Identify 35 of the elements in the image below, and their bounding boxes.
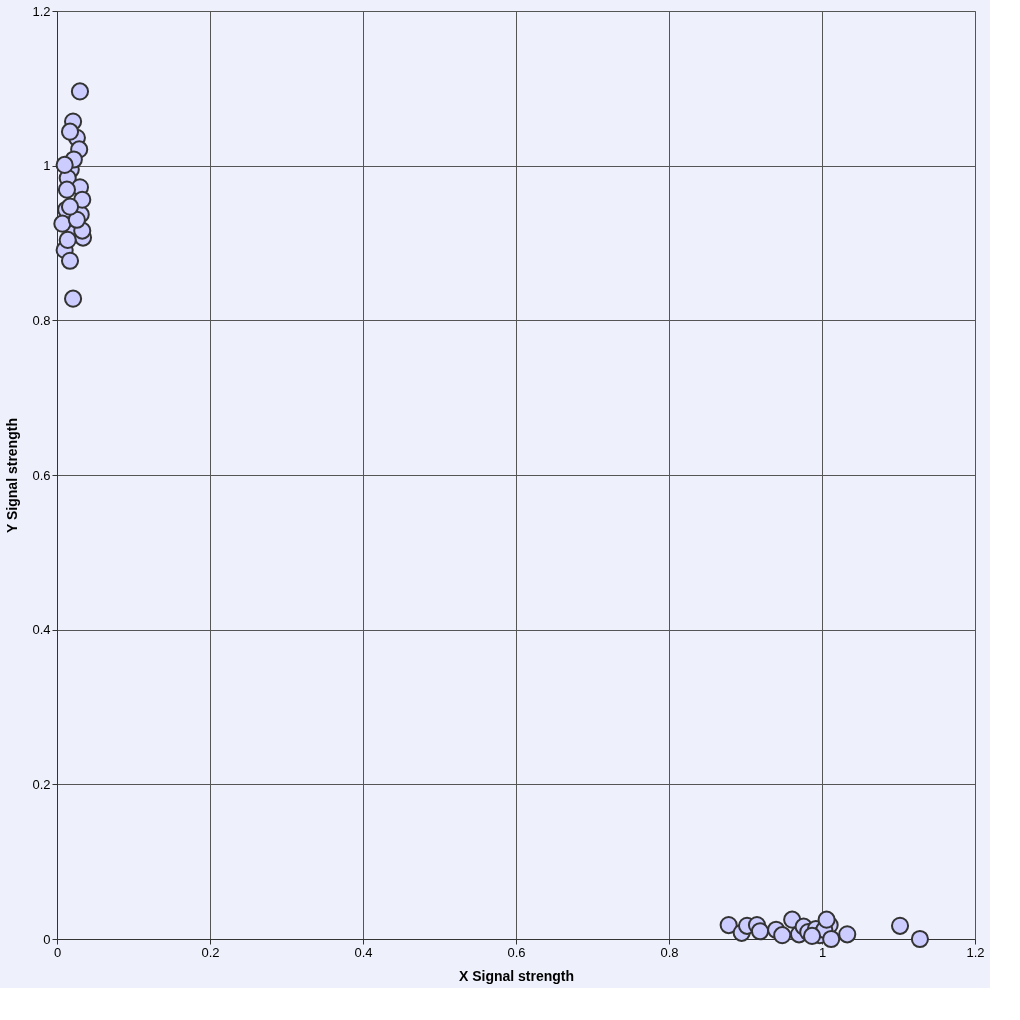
x-tick-label: 0.2	[201, 944, 220, 960]
x-tick-label: 0	[53, 944, 62, 960]
point	[773, 926, 792, 945]
point	[838, 925, 857, 944]
x-tick-label: 1.2	[966, 944, 985, 960]
y-tick-label: 1.2	[32, 3, 51, 19]
point	[58, 230, 77, 249]
point	[817, 910, 836, 929]
point	[64, 289, 83, 308]
point	[67, 210, 86, 229]
point	[57, 180, 77, 199]
x-tick-label: 0.6	[507, 944, 526, 960]
point	[60, 122, 80, 141]
point	[890, 916, 910, 935]
point	[910, 929, 929, 949]
point	[750, 922, 770, 941]
point	[60, 251, 80, 270]
y-tick-label: 0	[43, 931, 51, 947]
point	[70, 82, 90, 101]
x-tick-label: 0.4	[354, 944, 373, 960]
point	[53, 214, 72, 233]
point	[822, 929, 841, 949]
y-tick-label: 0.4	[32, 622, 51, 638]
y-tick-label: 1	[43, 158, 51, 174]
point	[802, 926, 822, 945]
x-axis-title: X Signal strength	[458, 967, 575, 984]
y-tick-label: 0.6	[32, 467, 51, 483]
point	[55, 155, 74, 174]
point	[60, 197, 80, 216]
point	[719, 916, 738, 935]
y-tick-label: 0.2	[32, 776, 51, 792]
x-tick-label: 0.8	[660, 944, 679, 960]
x-tick-label: 1	[818, 944, 827, 960]
y-axis-title: Y Signal strength	[4, 418, 21, 533]
y-tick-label: 0.8	[32, 312, 51, 328]
